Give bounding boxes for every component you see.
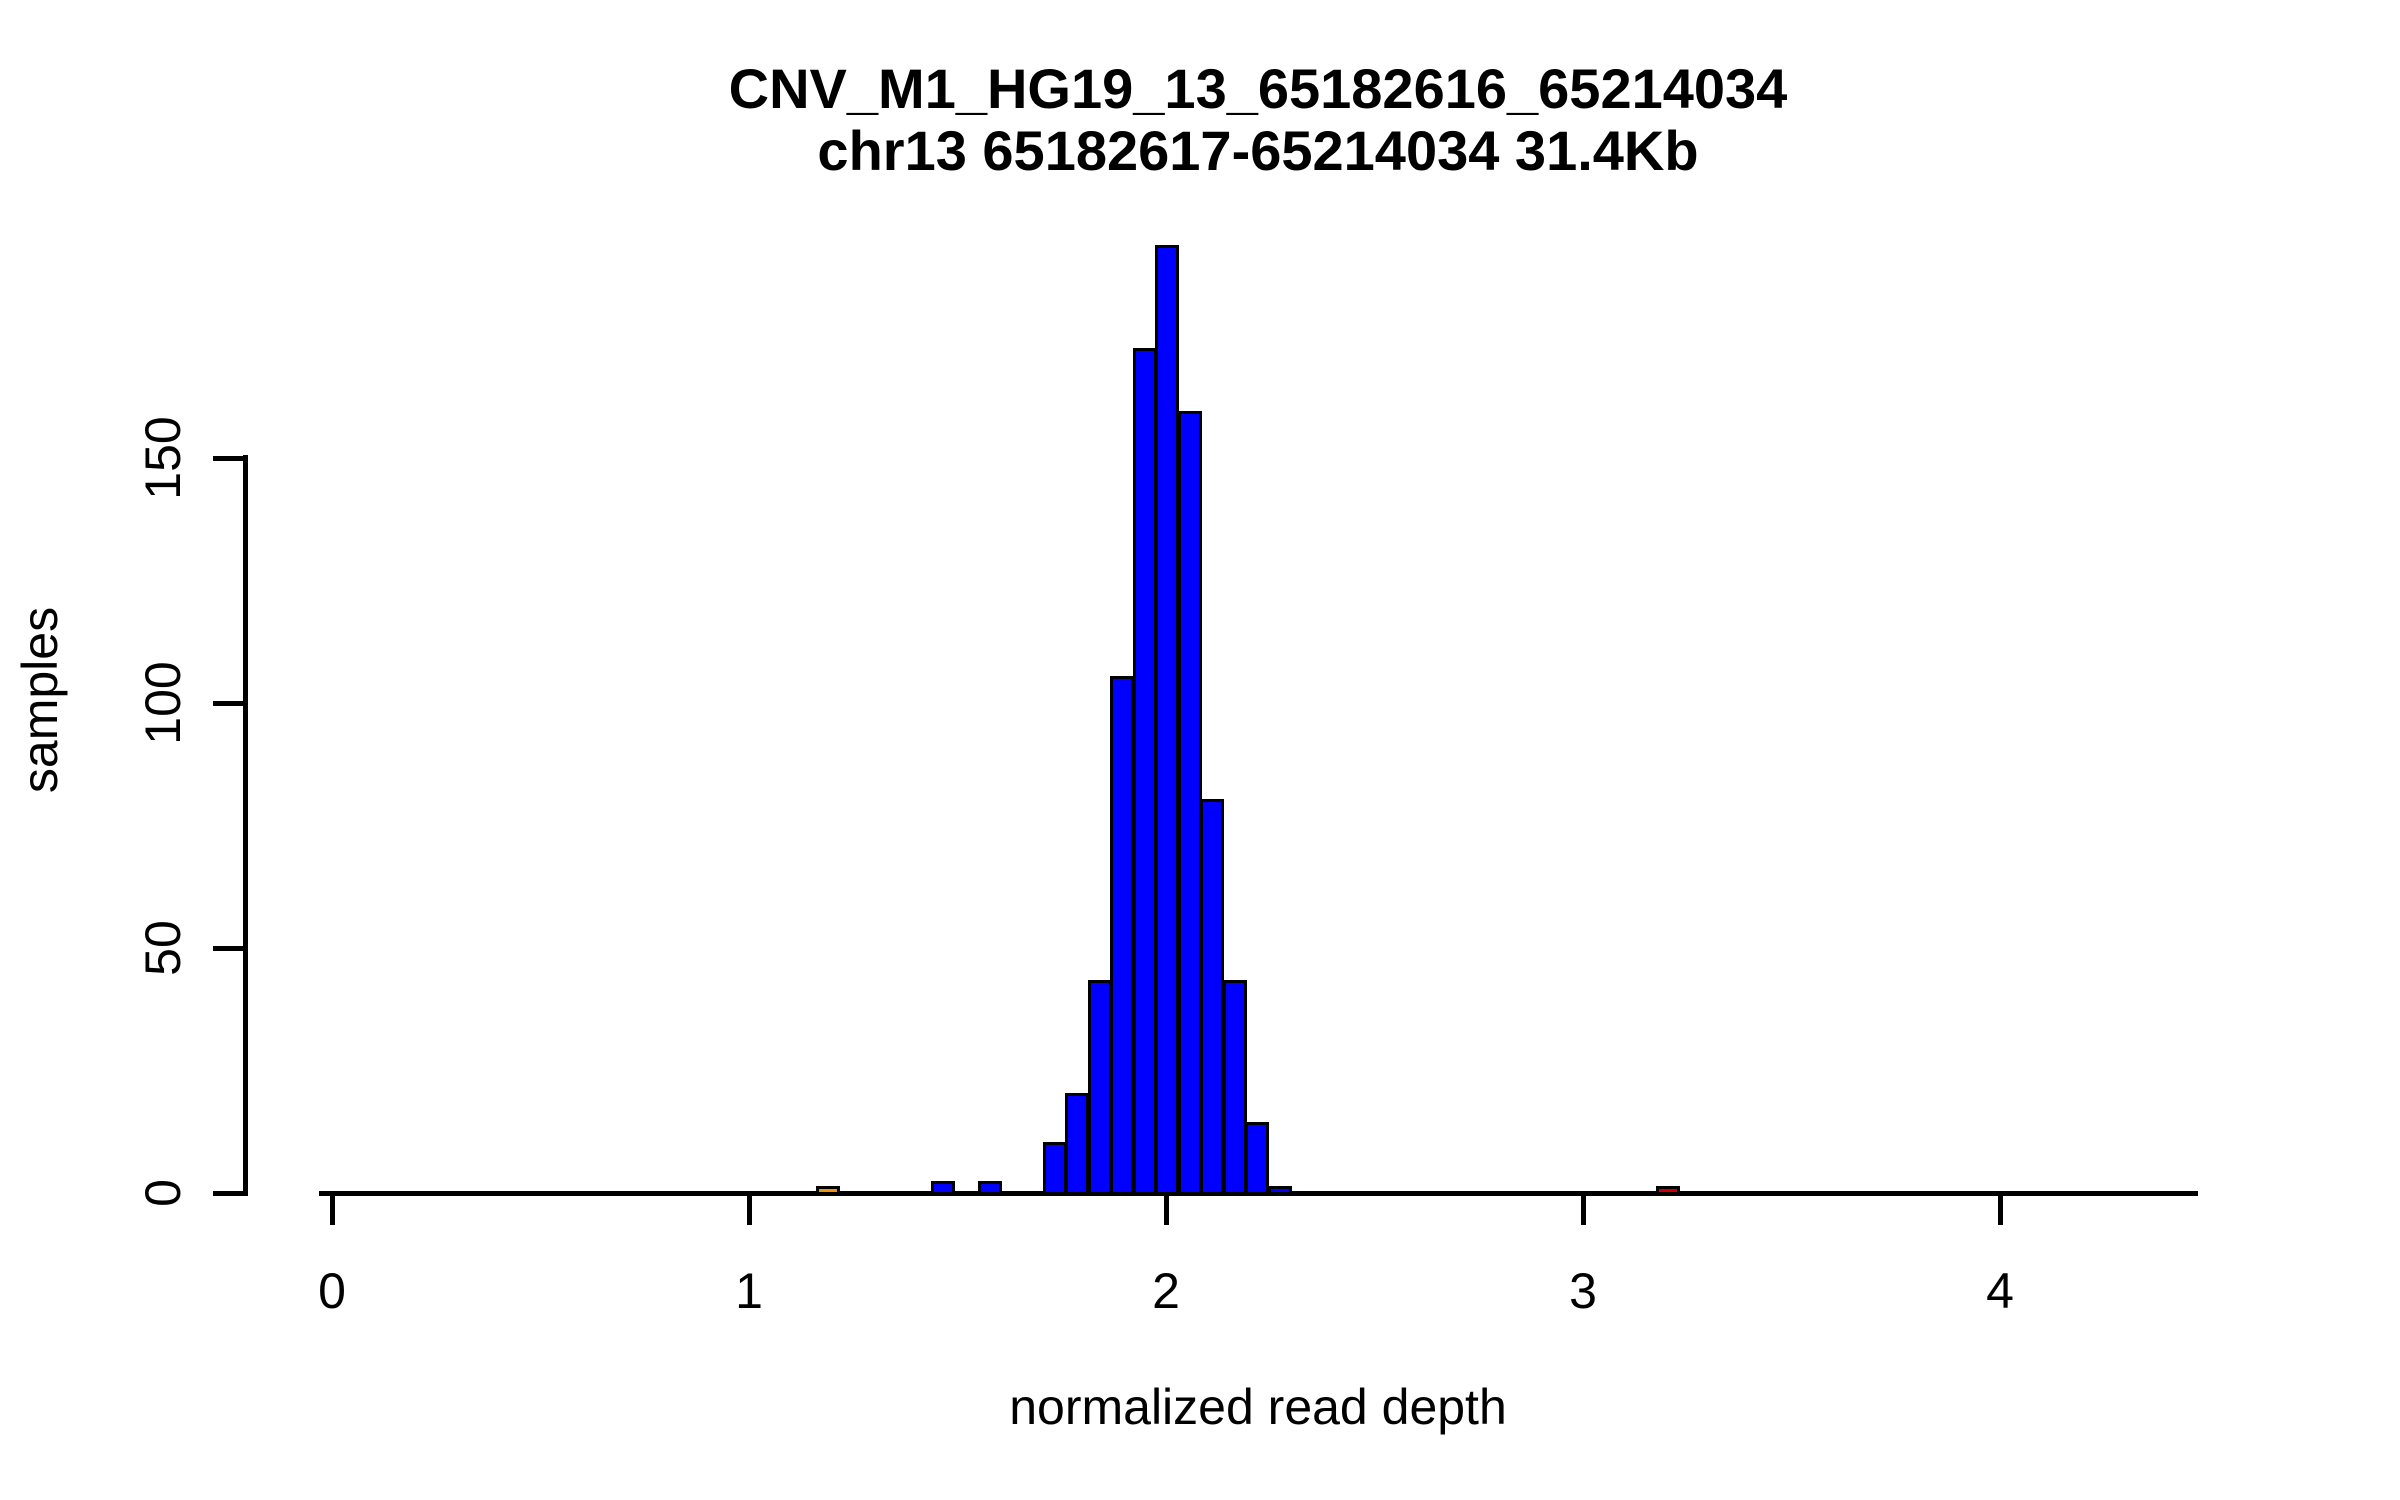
histogram-bar xyxy=(1245,1122,1269,1195)
x-axis-tick xyxy=(1581,1193,1586,1225)
histogram-bar xyxy=(1155,245,1179,1195)
x-axis-tick-label: 2 xyxy=(1152,1263,1180,1319)
histogram-bar xyxy=(1110,676,1134,1195)
y-axis-tick-label: 100 xyxy=(135,660,191,745)
histogram-bar xyxy=(931,1181,955,1195)
y-axis-tick xyxy=(213,700,245,706)
chart-title-line2: chr13 65182617-65214034 31.4Kb xyxy=(817,119,1699,182)
histogram-bar xyxy=(1065,1093,1089,1195)
histogram-bar xyxy=(1268,1186,1292,1195)
x-axis-tick xyxy=(1164,1193,1169,1225)
x-axis-tick-label: 1 xyxy=(735,1263,763,1319)
y-axis-tick xyxy=(213,455,245,461)
y-axis-label: samples xyxy=(12,606,68,794)
y-axis-tick-label: 50 xyxy=(135,920,191,976)
x-axis-tick-label: 0 xyxy=(318,1263,346,1319)
histogram-bar xyxy=(978,1181,1002,1195)
x-axis-tick-label: 3 xyxy=(1569,1263,1597,1319)
x-axis-tick-label: 4 xyxy=(1986,1263,2014,1319)
histogram-bar xyxy=(816,1186,840,1195)
histogram-bar xyxy=(1088,980,1112,1195)
histogram-bar xyxy=(1200,799,1224,1195)
histogram-bar xyxy=(1043,1142,1067,1195)
y-axis-tick xyxy=(213,945,245,951)
y-axis-line xyxy=(243,455,248,1196)
histogram-bar xyxy=(1133,348,1157,1195)
y-axis-tick-label: 150 xyxy=(135,415,191,500)
x-axis-tick xyxy=(747,1193,752,1225)
x-axis-tick xyxy=(1998,1193,2003,1225)
y-axis-tick-label: 0 xyxy=(135,1179,191,1207)
y-axis-tick xyxy=(213,1191,245,1196)
chart-title-line1: CNV_M1_HG19_13_65182616_65214034 xyxy=(728,57,1788,120)
chart-title: CNV_M1_HG19_13_65182616_65214034 chr13 6… xyxy=(158,58,2358,182)
x-axis-tick xyxy=(330,1193,335,1225)
histogram-bar xyxy=(1178,411,1202,1195)
histogram-bar xyxy=(1656,1186,1680,1195)
x-axis-label: normalized read depth xyxy=(1009,1379,1507,1435)
histogram-bar xyxy=(1223,980,1247,1195)
